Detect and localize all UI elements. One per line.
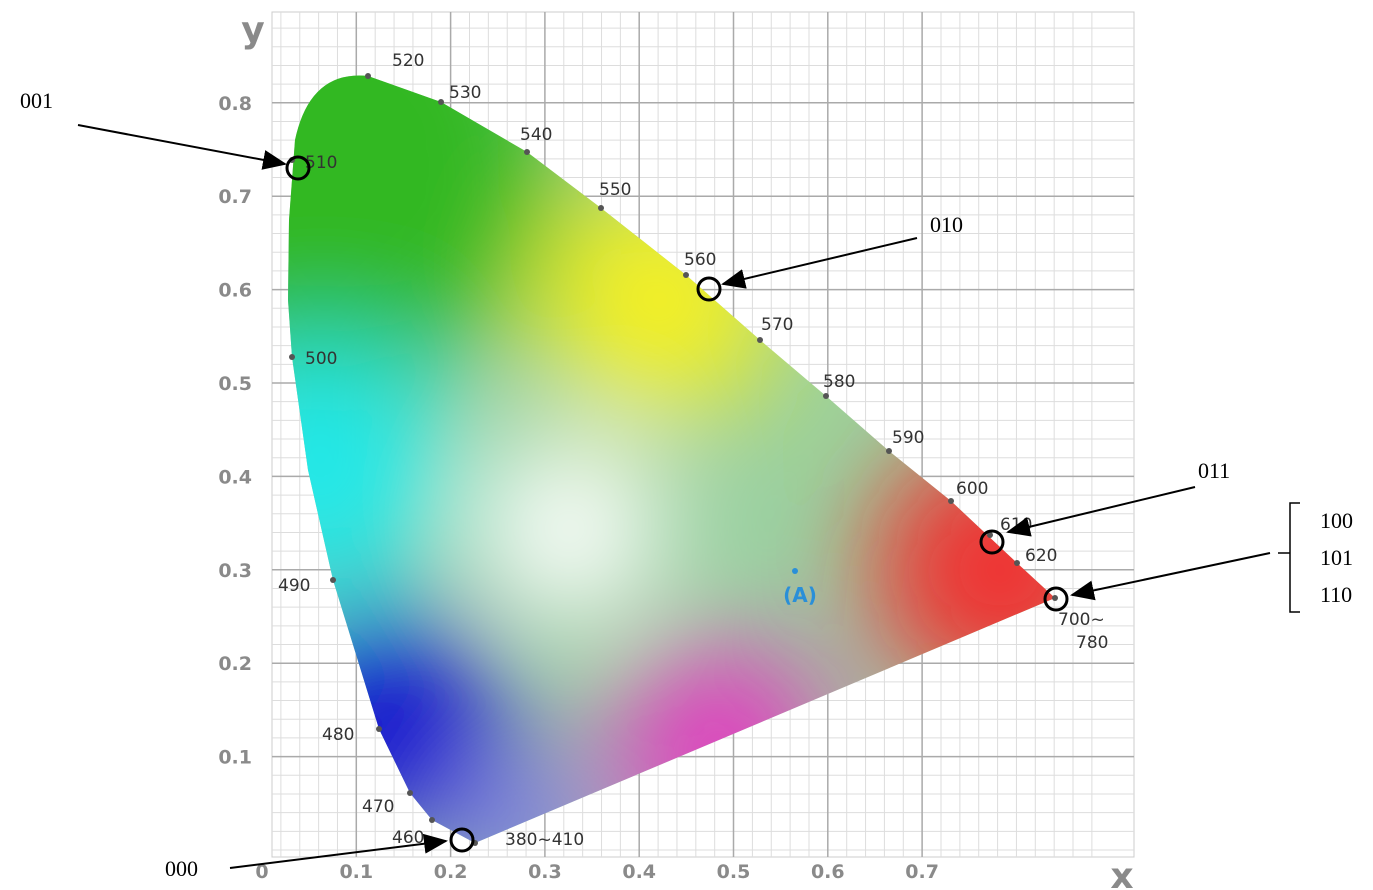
wavelength-dot bbox=[948, 498, 954, 504]
bracket bbox=[1278, 502, 1300, 613]
wavelength-label: 490 bbox=[278, 576, 310, 596]
wavelength-dot bbox=[330, 577, 336, 583]
wavelength-label: 560 bbox=[684, 250, 716, 270]
annotation-label: 011 bbox=[1198, 458, 1230, 483]
marker-circle bbox=[449, 827, 475, 853]
wavelength-dot bbox=[598, 205, 604, 211]
wavelength-label: 700~ bbox=[1058, 610, 1105, 630]
x-tick-label: 0.4 bbox=[622, 861, 656, 883]
illuminant-label: (A) bbox=[783, 583, 817, 607]
arrow bbox=[721, 237, 918, 289]
wavelength-dot bbox=[823, 393, 829, 399]
y-tick-label: 0.3 bbox=[218, 560, 252, 582]
bracket-label: 101 bbox=[1320, 545, 1353, 570]
wavelength-dot bbox=[376, 726, 382, 732]
wavelength-label: 530 bbox=[449, 83, 481, 103]
annotation-label: 001 bbox=[20, 88, 53, 113]
wavelength-label: 500 bbox=[305, 349, 337, 369]
wavelength-dot bbox=[365, 73, 371, 79]
wavelength-label: 520 bbox=[392, 51, 424, 71]
x-tick-label: 0.3 bbox=[528, 861, 562, 883]
x-tick-label: 0.2 bbox=[434, 861, 468, 883]
y-tick-label: 0.4 bbox=[218, 466, 252, 488]
y-axis-label: y bbox=[241, 10, 264, 51]
x-tick-label: 0.6 bbox=[811, 861, 845, 883]
marker-circle bbox=[285, 155, 311, 181]
wavelength-label: 620 bbox=[1025, 546, 1057, 566]
arrow bbox=[77, 124, 287, 170]
y-tick-label: 0.8 bbox=[218, 93, 252, 115]
wavelength-label: 480 bbox=[322, 725, 354, 745]
wavelength-dot bbox=[524, 149, 530, 155]
bracket-label: 100 bbox=[1320, 508, 1353, 533]
x-axis-label: x bbox=[1110, 856, 1133, 890]
wavelength-dot bbox=[987, 532, 993, 538]
x-tick-label: 0 bbox=[255, 861, 268, 883]
bracket-label: 110 bbox=[1320, 582, 1352, 607]
marker-circle bbox=[1043, 586, 1069, 612]
wavelength-dot bbox=[1052, 595, 1058, 601]
wavelength-label: 610 bbox=[1000, 515, 1032, 535]
wavelength-dot bbox=[757, 337, 763, 343]
y-tick-label: 0.5 bbox=[218, 373, 252, 395]
arrow bbox=[1006, 486, 1196, 537]
y-tick-label: 0.6 bbox=[218, 280, 252, 302]
wavelength-dot bbox=[683, 272, 689, 278]
x-tick-label: 0.7 bbox=[905, 861, 939, 883]
wavelength-label: 510 bbox=[305, 153, 337, 173]
x-tick-label: 0.1 bbox=[339, 861, 373, 883]
wavelength-label: 570 bbox=[761, 315, 793, 335]
wavelength-label: 550 bbox=[599, 180, 631, 200]
wavelength-label: 580 bbox=[823, 372, 855, 392]
wavelength-dot bbox=[1014, 560, 1020, 566]
wavelength-dot bbox=[289, 354, 295, 360]
wavelength-label: 460 bbox=[392, 828, 424, 848]
wavelength-label: 470 bbox=[362, 797, 394, 817]
wavelength-label: 600 bbox=[956, 479, 988, 499]
y-tick-label: 0.2 bbox=[218, 653, 252, 675]
wavelength-dot bbox=[429, 817, 435, 823]
marker-circle bbox=[696, 276, 722, 302]
wavelength-label: 380~410 bbox=[505, 830, 584, 850]
wavelength-dot bbox=[886, 448, 892, 454]
illuminant-point bbox=[792, 568, 798, 574]
x-tick-label: 0.5 bbox=[717, 861, 751, 883]
marker-circle bbox=[979, 529, 1005, 555]
wavelength-label: 540 bbox=[520, 125, 552, 145]
wavelength-label: 590 bbox=[892, 428, 924, 448]
wavelength-dot bbox=[438, 99, 444, 105]
annotation-label: 010 bbox=[930, 212, 963, 237]
arrow bbox=[229, 833, 448, 869]
y-tick-label: 0.1 bbox=[218, 747, 252, 769]
annotation-label: 000 bbox=[165, 856, 198, 881]
y-tick-label: 0.7 bbox=[218, 186, 252, 208]
wavelength-label: 780 bbox=[1076, 633, 1108, 653]
arrow bbox=[1070, 552, 1271, 601]
wavelength-dot bbox=[407, 790, 413, 796]
